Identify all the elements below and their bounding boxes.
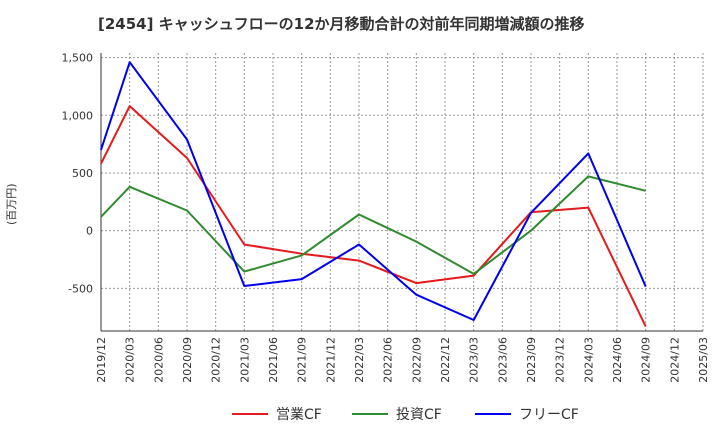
x-tick-label: 2025/03 bbox=[697, 337, 710, 383]
legend-label: フリーCF bbox=[519, 407, 579, 423]
series-line bbox=[100, 61, 647, 321]
x-tick-label: 2020/06 bbox=[152, 337, 165, 383]
x-tick-label: 2024/12 bbox=[668, 337, 681, 383]
x-tick-label: 2021/06 bbox=[267, 337, 280, 383]
x-tick-label: 2020/09 bbox=[181, 337, 194, 383]
y-tick-label: 500 bbox=[72, 167, 93, 180]
x-tick-labels: 2019/12 2020/03 2020/06 2020/09 2020/12 2021/… bbox=[95, 337, 710, 383]
y-tick-label: 1,000 bbox=[62, 109, 94, 122]
chart-title: [2454] キャッシュフローの12か月移動合計の対前年同期増減額の推移 bbox=[98, 15, 585, 33]
x-tick-label: 2023/09 bbox=[525, 337, 538, 383]
x-tick-label: 2019/12 bbox=[95, 337, 108, 383]
legend-label: 投資CF bbox=[396, 407, 442, 423]
x-tick-label: 2021/09 bbox=[296, 337, 309, 383]
x-tick-label: 2022/06 bbox=[382, 337, 395, 383]
series-lines bbox=[100, 61, 647, 327]
legend: 営業CF 投資CF フリーCF bbox=[232, 407, 579, 423]
legend-label: 営業CF bbox=[276, 407, 322, 423]
grid-lines bbox=[100, 53, 704, 331]
x-tick-label: 2022/09 bbox=[410, 337, 423, 383]
x-tick-label: 2021/12 bbox=[324, 337, 337, 383]
x-tick-label: 2020/03 bbox=[124, 337, 137, 383]
x-tick-label: 2024/06 bbox=[611, 337, 624, 383]
x-tick-label: 2023/12 bbox=[554, 337, 567, 383]
y-tick-label: 1,500 bbox=[62, 52, 94, 65]
axes bbox=[100, 53, 703, 332]
y-tick-labels: 1,500 1,000 500 0 -500 bbox=[62, 52, 94, 296]
x-tick-label: 2021/03 bbox=[238, 337, 251, 383]
series-line bbox=[100, 105, 647, 327]
x-tick-label: 2020/12 bbox=[210, 337, 223, 383]
x-tick-label: 2022/12 bbox=[439, 337, 452, 383]
series-line bbox=[100, 175, 646, 275]
y-tick-label: 0 bbox=[86, 225, 93, 238]
y-tick-label: -500 bbox=[68, 282, 93, 295]
x-tick-label: 2024/03 bbox=[582, 337, 595, 383]
x-tick-label: 2022/03 bbox=[353, 337, 366, 383]
x-tick-label: 2023/03 bbox=[468, 337, 481, 383]
x-tick-label: 2024/09 bbox=[640, 337, 653, 383]
x-tick-label: 2023/06 bbox=[496, 337, 509, 383]
